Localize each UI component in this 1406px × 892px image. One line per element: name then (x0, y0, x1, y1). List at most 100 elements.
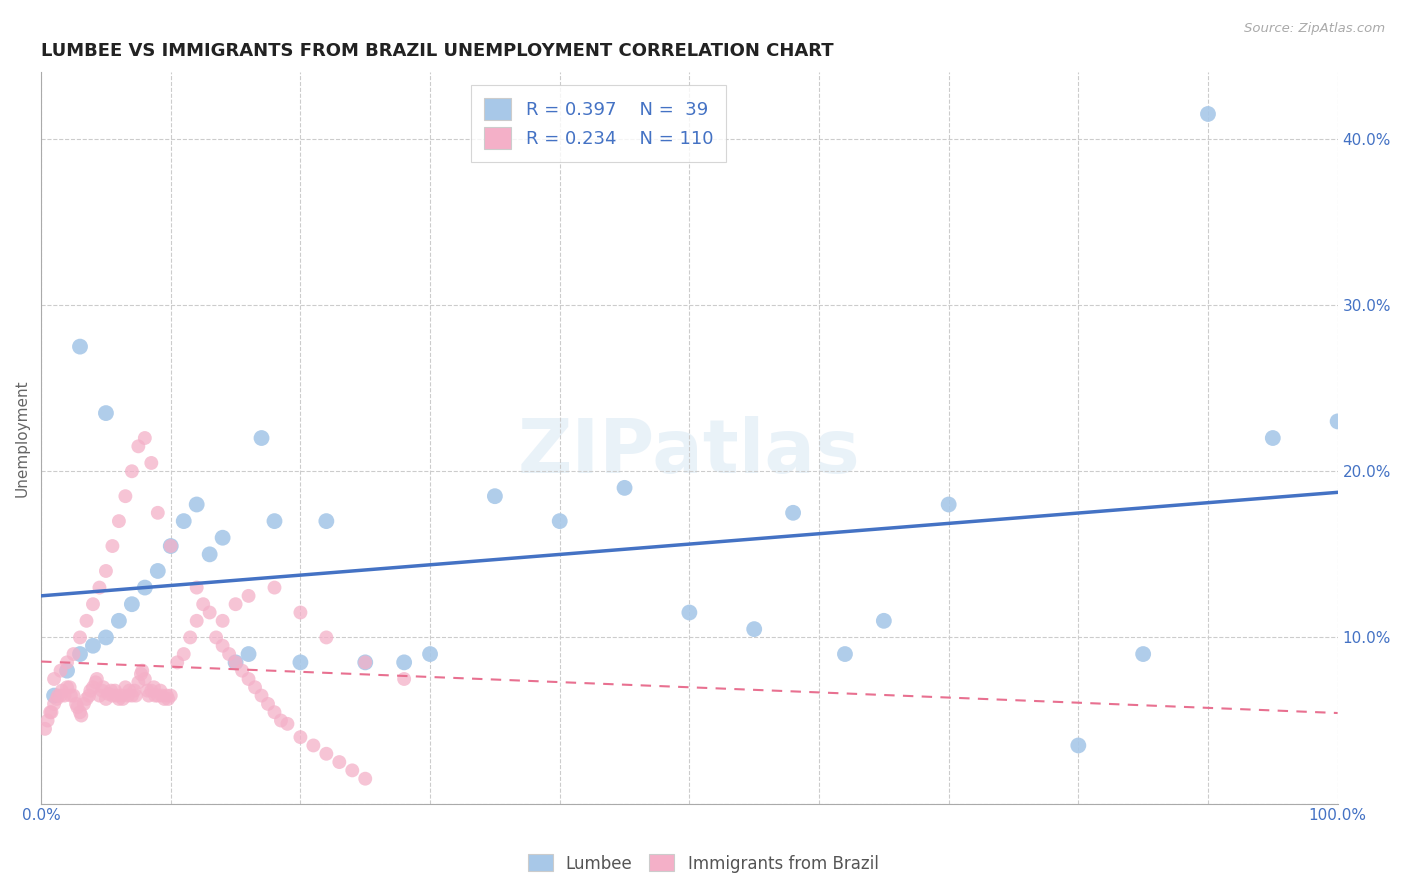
Point (270, 714, 292, 728)
Point (66, 700, 89, 714)
Point (146, 689, 169, 703)
Point (82, 681, 104, 695)
Point (257, 697, 280, 711)
Point (1261, 431, 1284, 445)
Point (82, 639, 104, 653)
Point (59, 689, 82, 703)
Text: ZIPatlas: ZIPatlas (517, 417, 860, 489)
Point (290, 730, 312, 744)
Point (94, 564, 117, 578)
Point (91, 683, 114, 698)
Point (198, 547, 221, 561)
Point (211, 639, 233, 653)
Point (114, 681, 136, 695)
Point (62, 647, 84, 661)
Point (238, 672, 260, 686)
Point (231, 664, 253, 678)
Point (342, 764, 364, 778)
Point (70, 708, 93, 723)
Point (101, 539, 124, 553)
Point (59, 681, 82, 695)
Point (211, 531, 233, 545)
Point (354, 656, 377, 670)
Point (76, 692, 98, 706)
Point (225, 656, 247, 670)
Point (315, 747, 337, 761)
Point (142, 681, 165, 695)
Point (328, 755, 350, 769)
Point (243, 681, 266, 695)
Point (157, 692, 180, 706)
Point (173, 514, 195, 528)
Point (118, 683, 141, 698)
Point (225, 597, 247, 611)
Point (100, 683, 122, 698)
Point (56, 681, 79, 695)
Text: LUMBEE VS IMMIGRANTS FROM BRAZIL UNEMPLOYMENT CORRELATION CHART: LUMBEE VS IMMIGRANTS FROM BRAZIL UNEMPLO… (41, 42, 834, 60)
Point (211, 614, 233, 628)
Point (141, 683, 163, 698)
Point (37, 714, 59, 728)
Point (125, 689, 148, 703)
Point (146, 564, 169, 578)
Point (419, 647, 441, 661)
Point (290, 606, 312, 620)
Point (97, 687, 120, 701)
Point (129, 667, 152, 681)
Point (39, 705, 62, 719)
Point (276, 716, 298, 731)
Point (41, 705, 63, 719)
Point (77, 689, 100, 703)
Point (834, 647, 856, 661)
Point (141, 456, 163, 470)
Point (938, 498, 960, 512)
Point (76, 614, 98, 628)
Point (1326, 414, 1348, 428)
Point (143, 689, 166, 703)
Point (56, 656, 79, 670)
Point (104, 683, 127, 698)
Point (69, 631, 91, 645)
Point (69, 705, 91, 719)
Point (354, 656, 377, 670)
Point (193, 597, 215, 611)
Point (110, 689, 132, 703)
Point (225, 656, 247, 670)
Point (392, 672, 415, 686)
Point (108, 614, 131, 628)
Point (1067, 739, 1090, 753)
Point (111, 692, 134, 706)
Point (114, 489, 136, 503)
Point (290, 656, 312, 670)
Point (94, 692, 117, 706)
Point (86, 672, 108, 686)
Point (53, 689, 76, 703)
Point (198, 606, 221, 620)
Point (121, 689, 143, 703)
Point (159, 539, 181, 553)
Point (65, 697, 87, 711)
Point (51, 683, 73, 698)
Point (42, 689, 65, 703)
Point (131, 664, 153, 678)
Point (186, 498, 208, 512)
Point (94, 406, 117, 420)
Point (134, 431, 156, 445)
Point (134, 672, 156, 686)
Point (149, 683, 172, 698)
Point (302, 739, 325, 753)
Point (156, 689, 179, 703)
Point (159, 539, 181, 553)
Point (146, 506, 169, 520)
Point (173, 647, 195, 661)
Point (263, 581, 285, 595)
Point (873, 614, 896, 628)
Y-axis label: Unemployment: Unemployment (15, 379, 30, 497)
Point (82, 597, 104, 611)
Point (186, 581, 208, 595)
Point (205, 631, 228, 645)
Point (42, 697, 65, 711)
Point (101, 689, 124, 703)
Point (238, 647, 260, 661)
Point (186, 614, 208, 628)
